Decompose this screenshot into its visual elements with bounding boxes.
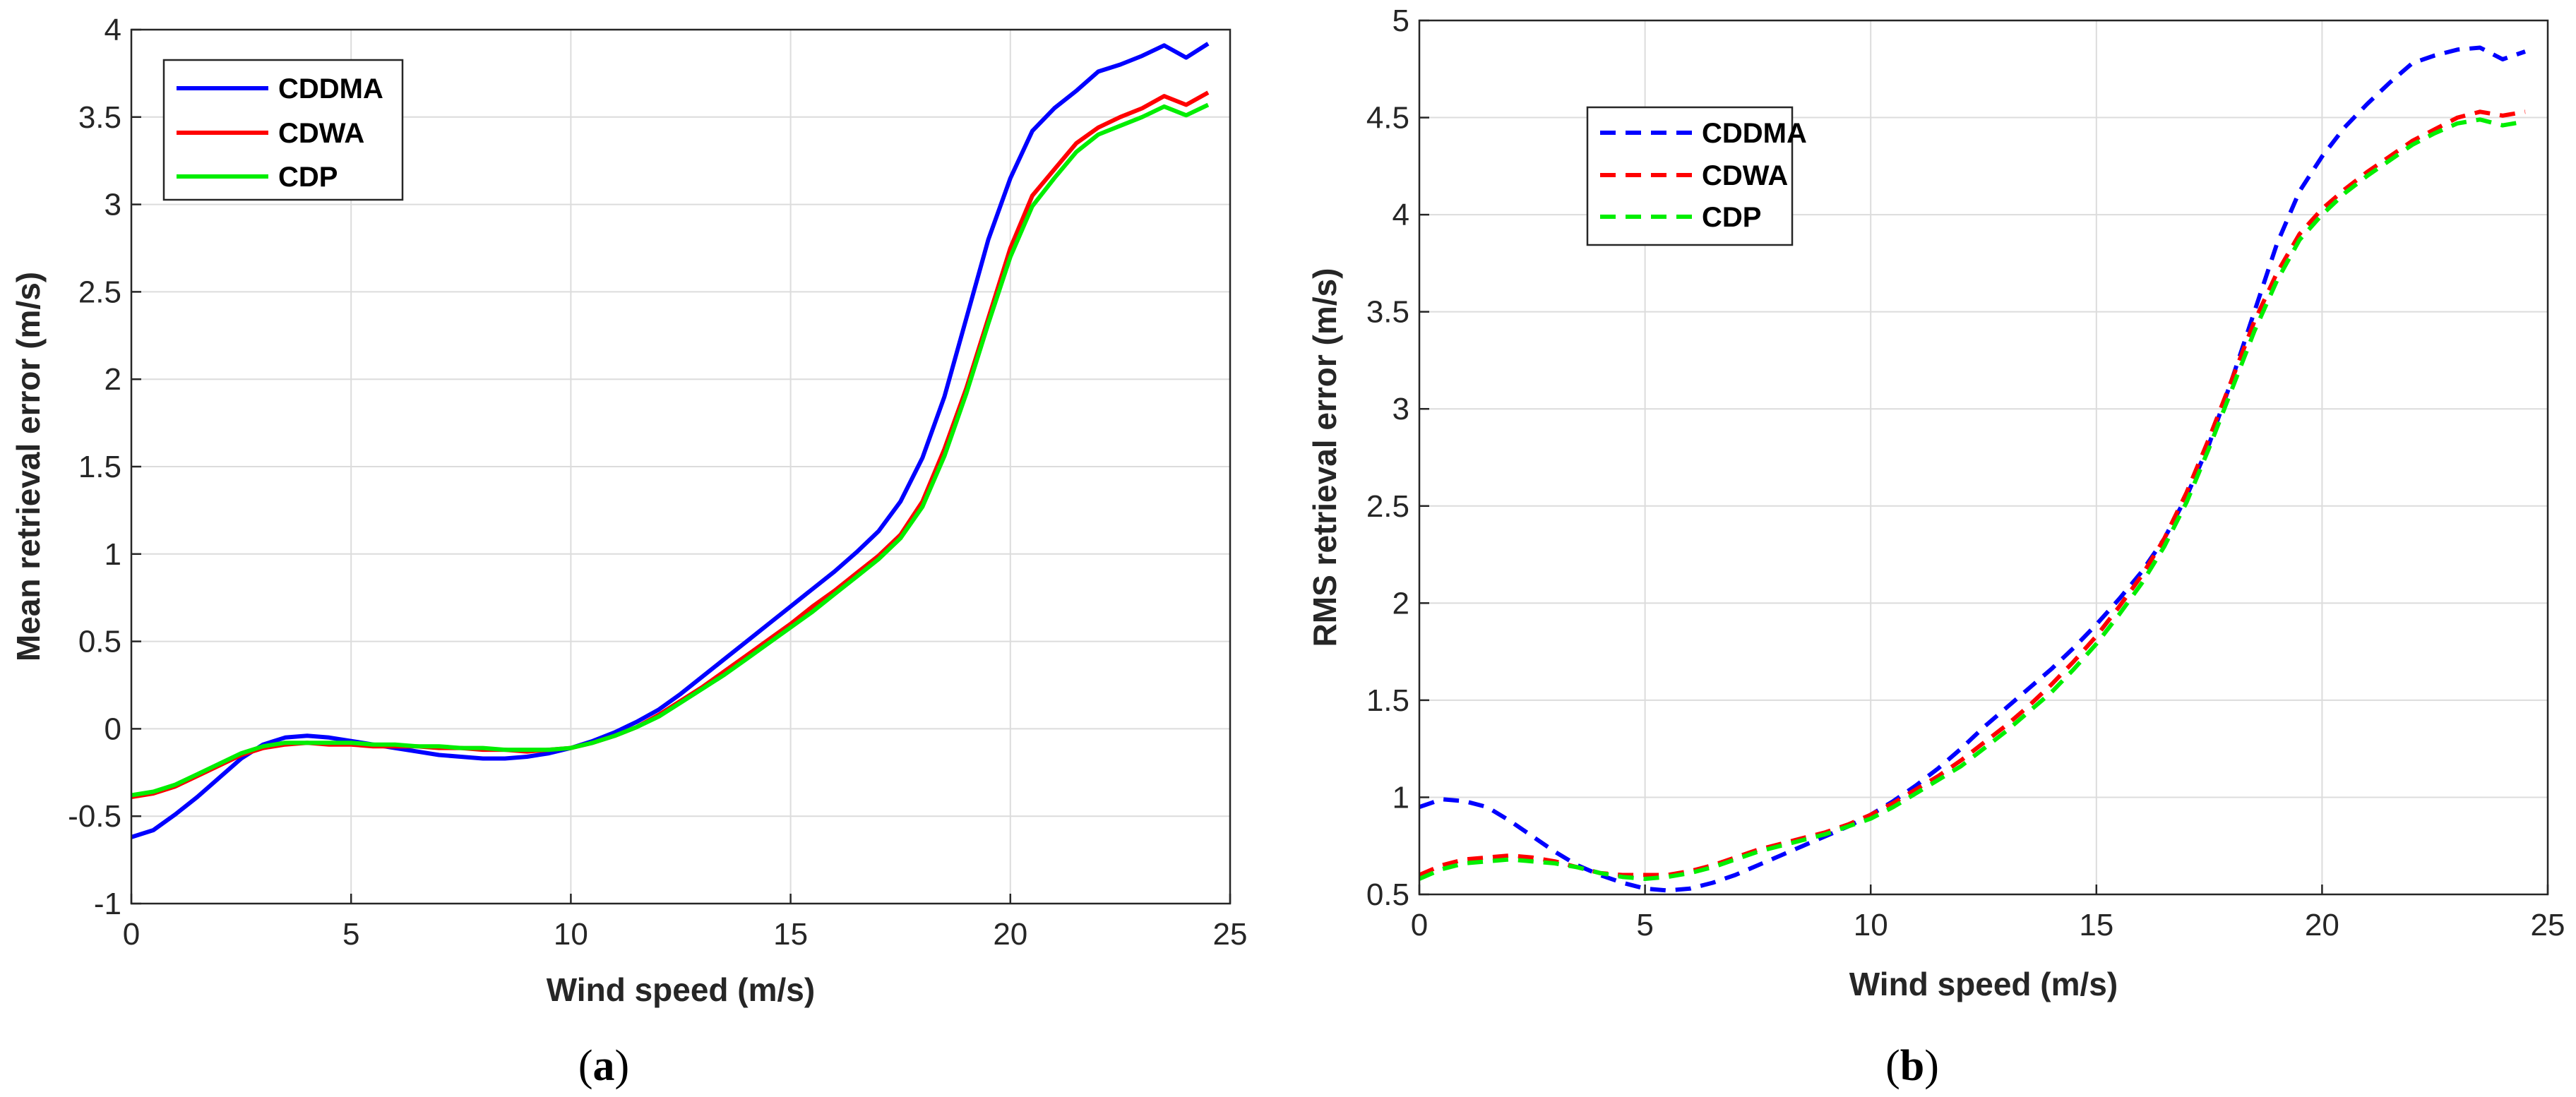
panel-caption: (a) xyxy=(578,1042,629,1090)
x-tick-label: 0 xyxy=(123,917,140,952)
y-tick-label: 3 xyxy=(1393,392,1409,426)
axes-box xyxy=(1418,19,2549,896)
x-tick-label: 25 xyxy=(1213,917,1248,952)
y-tick-label: 1.5 xyxy=(1366,683,1409,718)
y-tick-label: -1 xyxy=(94,887,121,921)
x-tick-label: 20 xyxy=(993,917,1027,952)
y-tick-label: 2.5 xyxy=(1366,489,1409,524)
y-tick-label: 0.5 xyxy=(1366,877,1409,912)
y-tick-label: 4 xyxy=(105,13,121,47)
y-tick-label: 3.5 xyxy=(78,100,121,135)
x-tick-label: 5 xyxy=(342,917,359,952)
legend-label-cdp: CDP xyxy=(1702,202,1761,233)
y-tick-label: 1 xyxy=(1393,780,1409,815)
legend-label-cddma: CDDMA xyxy=(278,73,383,104)
x-tick-label: 20 xyxy=(2305,908,2339,942)
y-tick-label: 2.5 xyxy=(78,275,121,309)
x-axis-label: Wind speed (m/s) xyxy=(1849,966,2118,1002)
legend-label-cdp: CDP xyxy=(278,162,338,193)
legend-label-cdwa: CDWA xyxy=(278,118,364,149)
series-line-cddma xyxy=(1419,45,2526,893)
y-tick-label: -0.5 xyxy=(68,799,121,834)
y-tick-label: 3 xyxy=(105,188,121,222)
x-tick-label: 0 xyxy=(1411,908,1428,942)
panel-a: 0 5 10 15 20 25 -1 -0.5 0 0.5 1 1.5 2 2.5 3 3.5 4 Wind sp… xyxy=(10,13,1247,1090)
panel-caption: (b) xyxy=(1885,1042,1939,1090)
series-line-cddma xyxy=(131,42,1210,839)
y-tick-label: 4.5 xyxy=(1366,101,1409,136)
y-tick-label: 3.5 xyxy=(1366,295,1409,330)
y-tick-label: 1 xyxy=(105,537,121,572)
x-tick-label: 15 xyxy=(2079,908,2113,942)
y-tick-label: 5 xyxy=(1393,4,1409,38)
y-tick-label: 1.5 xyxy=(78,450,121,484)
y-tick-label: 0 xyxy=(105,712,121,746)
y-axis-label: Mean retrieval error (m/s) xyxy=(10,272,47,661)
series-line-cdp xyxy=(1418,117,2526,881)
series-line-cdp xyxy=(131,102,1210,798)
x-tick-label: 5 xyxy=(1636,908,1653,942)
y-tick-label: 0.5 xyxy=(78,625,121,659)
y-tick-label: 2 xyxy=(1393,586,1409,621)
x-tick-label: 10 xyxy=(1854,908,1888,942)
x-tick-label: 15 xyxy=(773,917,808,952)
y-tick-label: 2 xyxy=(105,362,121,397)
legend-label-cddma: CDDMA xyxy=(1702,118,1807,149)
x-tick-label: 10 xyxy=(554,917,588,952)
y-tick-label: 4 xyxy=(1393,198,1409,232)
panel-b: 0 5 10 15 20 25 0.5 1 1.5 2 2.5 3 3.5 4 4.5 5 Wind speed… xyxy=(1306,4,2565,1090)
legend-label-cdwa: CDWA xyxy=(1702,160,1788,191)
y-axis-label: RMS retrieval error (m/s) xyxy=(1306,268,1343,647)
x-tick-label: 25 xyxy=(2531,908,2565,942)
x-axis-label: Wind speed (m/s) xyxy=(547,971,815,1008)
